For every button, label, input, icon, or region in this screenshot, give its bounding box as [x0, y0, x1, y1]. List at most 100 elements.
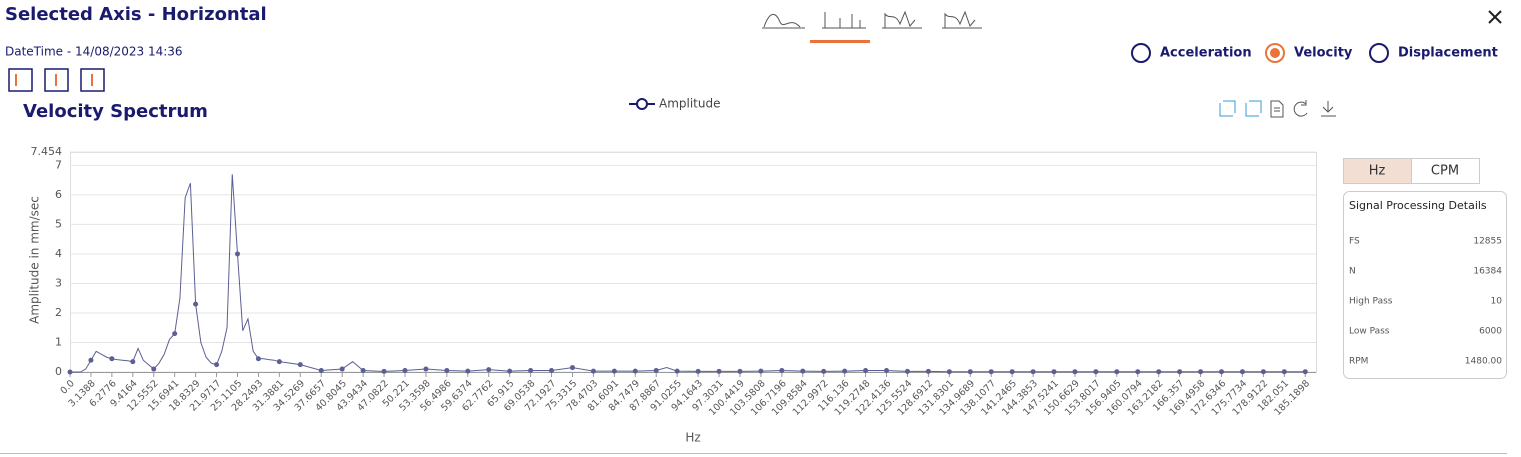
point [234, 251, 240, 257]
tab-spectrum[interactable] [822, 12, 866, 29]
point [988, 369, 994, 375]
point [465, 368, 471, 374]
radio-dot [1270, 48, 1280, 58]
point [779, 368, 785, 374]
detail-key: RPM [1349, 357, 1368, 367]
y-tick-label: 0 [55, 365, 62, 378]
point [967, 369, 973, 375]
detail-key: N [1349, 267, 1356, 277]
tool-icons[interactable] [8, 68, 105, 92]
point [109, 356, 115, 362]
data-icon[interactable] [1270, 100, 1284, 118]
point [863, 368, 869, 374]
point [360, 368, 366, 374]
point [737, 368, 743, 374]
radio-label[interactable]: Acceleration [1160, 46, 1252, 61]
download-icon[interactable] [1321, 101, 1336, 117]
point [1260, 369, 1266, 375]
y-tick-label: 4 [55, 247, 62, 260]
point [214, 362, 220, 368]
point [151, 366, 157, 372]
tab-4[interactable] [942, 10, 982, 29]
radio[interactable] [1131, 43, 1151, 63]
chart-title: Velocity Spectrum [23, 101, 208, 122]
point [674, 368, 680, 374]
point [1093, 369, 1099, 375]
point [569, 365, 575, 371]
tab-waveform[interactable] [762, 13, 805, 29]
detail-value: 12855 [1473, 237, 1502, 247]
unit-label[interactable]: Hz [1369, 164, 1386, 179]
point [528, 368, 534, 374]
radio[interactable] [1369, 43, 1389, 63]
tool-glyph [15, 74, 93, 86]
y-tick-label: 7.454 [31, 145, 63, 158]
detail-value: 10 [1491, 297, 1503, 307]
point [172, 331, 178, 337]
point [1135, 369, 1141, 375]
point [611, 368, 617, 374]
point [130, 359, 136, 365]
radio-label[interactable]: Velocity [1294, 46, 1353, 61]
line [70, 174, 1306, 373]
point [1051, 369, 1057, 375]
point [653, 368, 659, 374]
point [381, 368, 387, 374]
detail-key: Low Pass [1349, 327, 1390, 337]
point [402, 368, 408, 374]
point [1239, 369, 1245, 375]
point [276, 359, 282, 365]
plot-frame [70, 152, 1317, 373]
point [632, 368, 638, 374]
unit-toggle[interactable] [1411, 158, 1480, 184]
legend-marker[interactable] [636, 98, 648, 110]
close-button[interactable] [1488, 10, 1502, 24]
point [1072, 369, 1078, 375]
page-title: Selected Axis - Horizontal [5, 4, 267, 25]
point [716, 368, 722, 374]
point [88, 357, 94, 363]
zoom-icon[interactable] [1219, 100, 1236, 117]
point [758, 368, 764, 374]
chart-toolbar[interactable] [1219, 100, 1336, 118]
tool-icon[interactable] [8, 68, 33, 92]
detail-value: 1480.00 [1465, 357, 1502, 367]
y-tick-label: 2 [55, 306, 62, 319]
point [193, 301, 199, 307]
y-tick-label: 5 [55, 217, 62, 230]
point [1302, 369, 1308, 375]
point [884, 368, 890, 374]
point [549, 368, 555, 374]
point [1198, 369, 1204, 375]
unit-label[interactable]: CPM [1431, 164, 1459, 179]
point [486, 367, 492, 373]
legend-label[interactable]: Amplitude [659, 97, 721, 111]
point [318, 368, 324, 374]
point [67, 369, 73, 375]
detail-key: FS [1349, 237, 1360, 247]
y-tick-label: 3 [55, 276, 62, 289]
view-tabs[interactable] [762, 10, 982, 29]
radio-label[interactable]: Displacement [1398, 46, 1498, 61]
point [1281, 369, 1287, 375]
x-axis-title: Hz [685, 431, 700, 445]
point [821, 368, 827, 374]
datetime: DateTime - 14/08/2023 14:36 [5, 45, 183, 59]
point [842, 368, 848, 374]
tab-3[interactable] [882, 10, 922, 29]
zoom-back-icon[interactable] [1245, 100, 1262, 117]
point [946, 369, 952, 375]
point [1219, 369, 1225, 375]
point [1009, 369, 1015, 375]
point [444, 368, 450, 374]
restore-icon[interactable] [1293, 100, 1308, 117]
y-tick-label: 1 [55, 335, 62, 348]
tab-underline [810, 40, 870, 43]
y-axis-title: Amplitude in mm/sec [28, 196, 42, 324]
point [255, 356, 261, 362]
detail-value: 6000 [1479, 327, 1502, 337]
detail-key: High Pass [1349, 297, 1393, 307]
point [297, 362, 303, 368]
point [1156, 369, 1162, 375]
